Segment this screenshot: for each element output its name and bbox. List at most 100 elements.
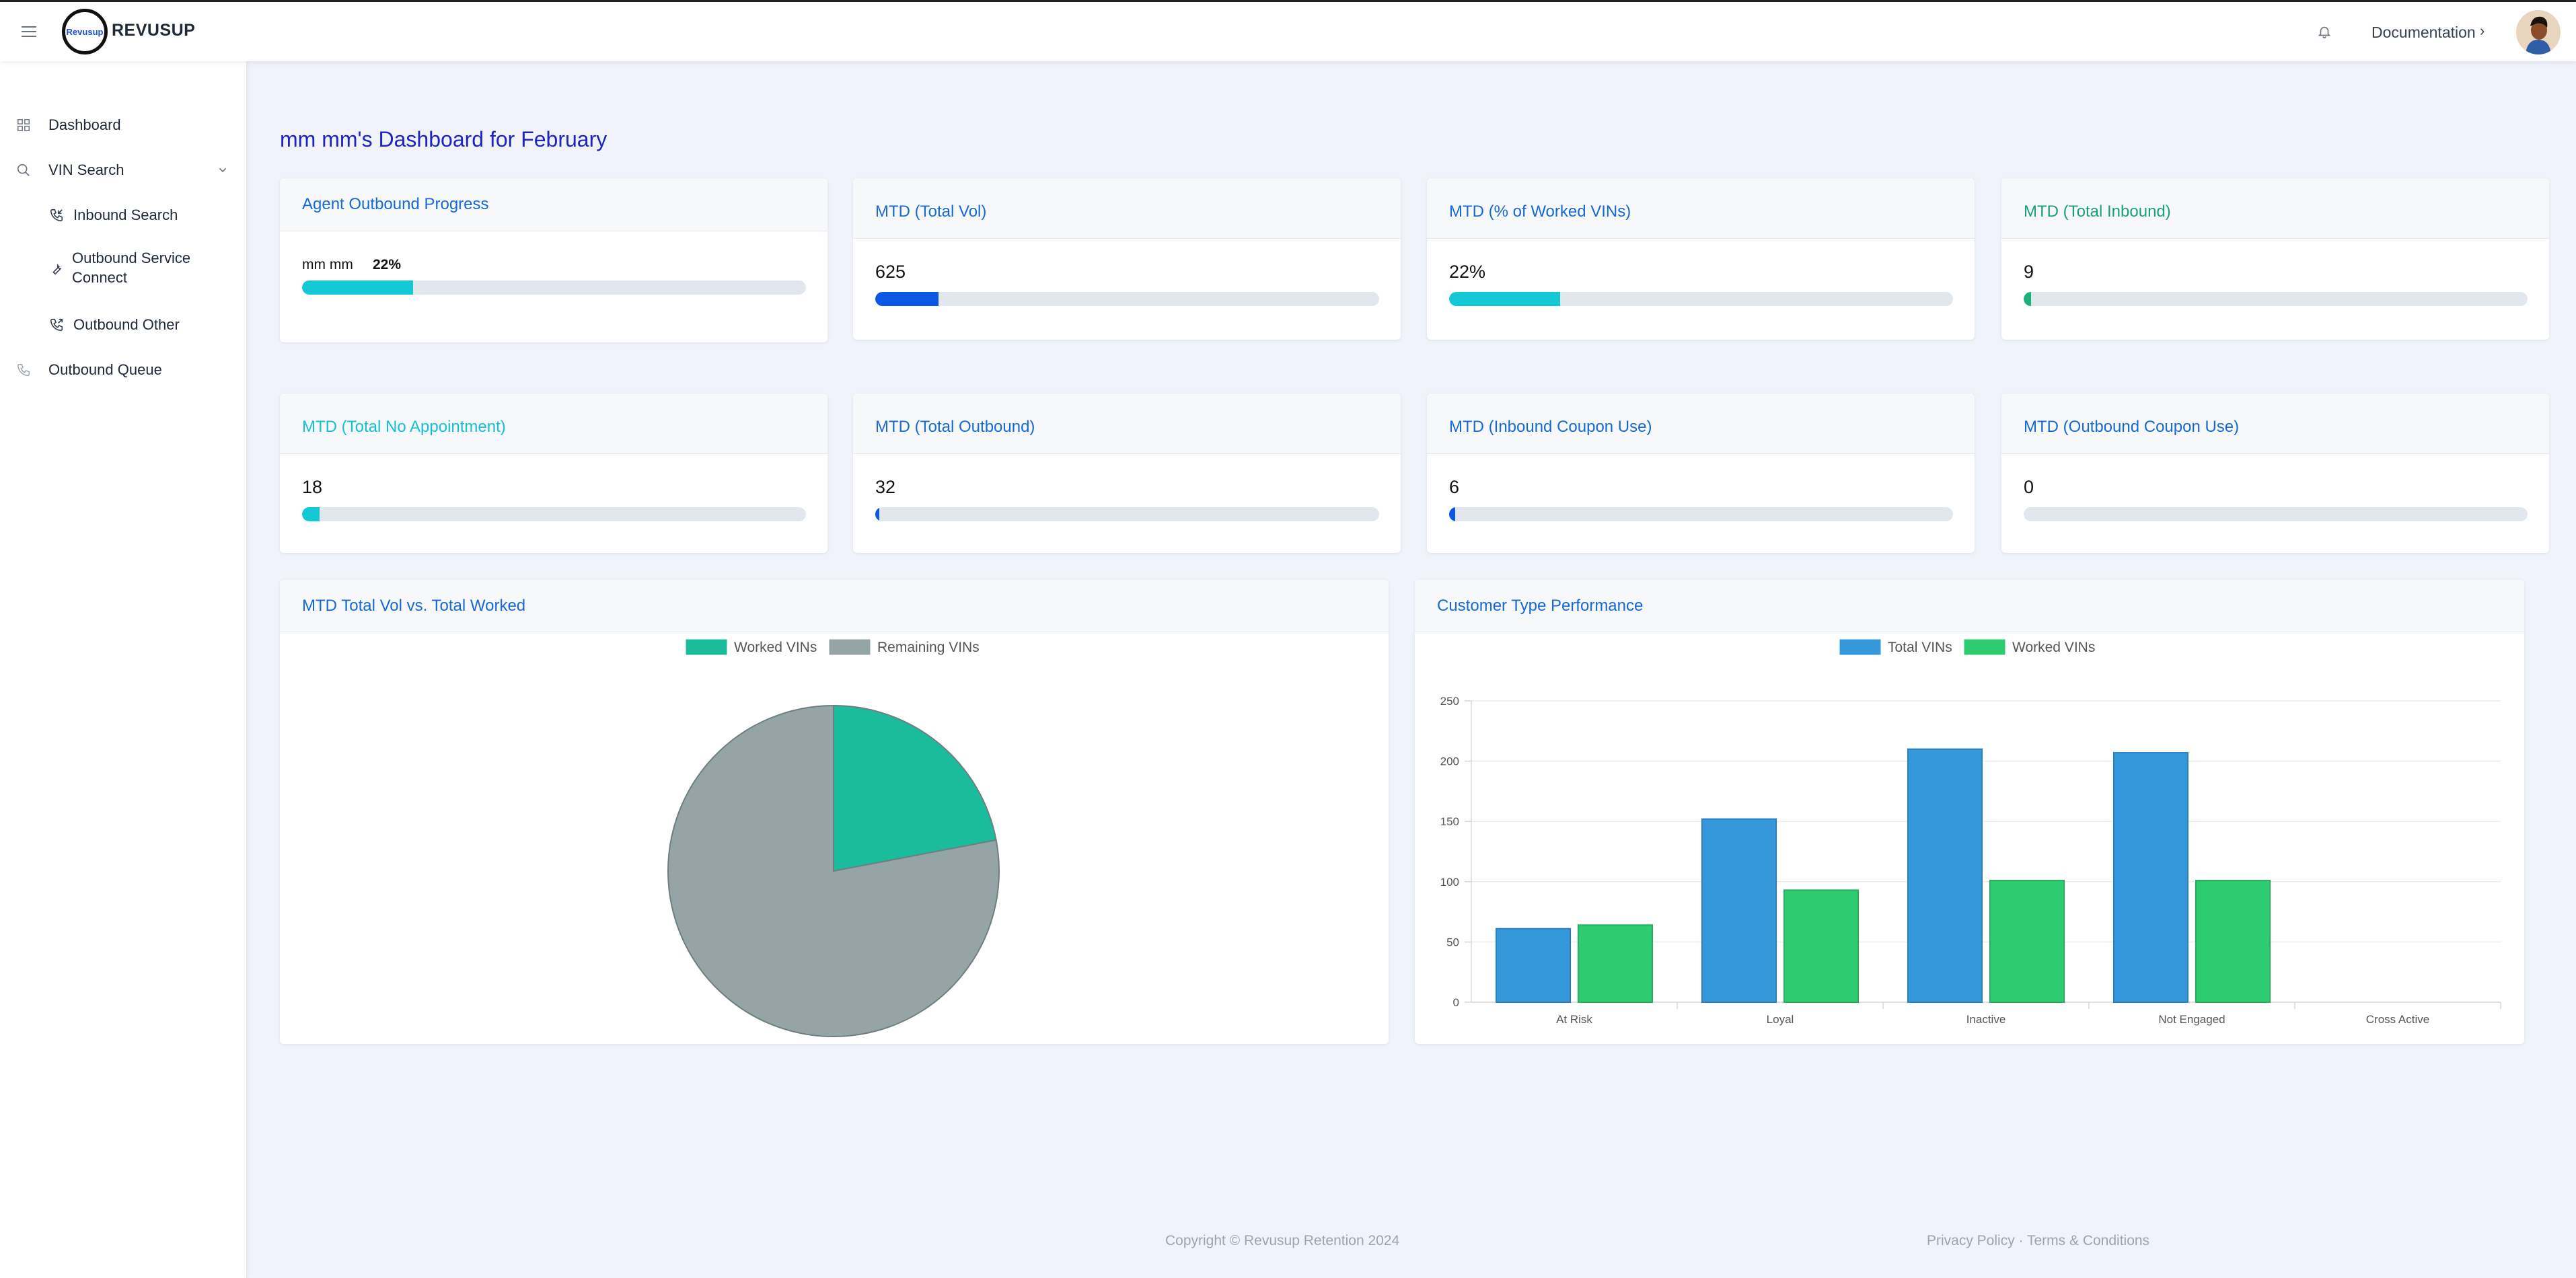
x-tick-label: At Risk — [1556, 1013, 1592, 1026]
stat-progress-bar — [875, 507, 1379, 521]
sidebar-item-dashboard[interactable]: Dashboard — [0, 108, 247, 142]
pie-slice — [833, 704, 997, 872]
bar — [1989, 880, 2065, 1003]
y-tick-label: 0 — [1453, 996, 1459, 1009]
sidebar-item-outbound-queue[interactable]: Outbound Queue — [0, 353, 247, 387]
bar — [2195, 880, 2271, 1003]
page-title: mm mm's Dashboard for February — [280, 127, 608, 151]
sidebar-item-inbound-search[interactable]: Inbound Search — [0, 198, 247, 232]
brand-name[interactable]: REVUSUP — [112, 21, 196, 40]
top-header: Revusup REVUSUP Documentation › — [0, 2, 2576, 61]
card-header: MTD (Total Inbound) — [2001, 178, 2549, 239]
chevron-down-icon[interactable] — [217, 165, 228, 176]
x-tick-label: Loyal — [1767, 1013, 1794, 1026]
sidebar-item-label: Outbound Queue — [48, 361, 162, 378]
legend-swatch — [828, 638, 871, 656]
pie-chart: Worked VINs Remaining VINs — [667, 638, 1000, 1037]
footer-links[interactable]: Privacy Policy · Terms & Conditions — [1927, 1233, 2150, 1248]
stat-card: MTD (Total Outbound) 32 — [853, 393, 1401, 553]
agent-name: mm mm — [302, 257, 353, 272]
x-tick-label: Inactive — [1966, 1013, 2006, 1026]
stat-value: 6 — [1449, 477, 1460, 497]
legend-label: Worked VINs — [734, 640, 817, 655]
bar — [1907, 748, 1983, 1003]
card-title: MTD (Outbound Coupon Use) — [2024, 418, 2240, 436]
bar — [2113, 752, 2188, 1003]
bar — [1701, 818, 1777, 1003]
card-title: Customer Type Performance — [1437, 597, 1644, 615]
card-title: MTD (Total Vol) — [875, 202, 987, 221]
menu-toggle-icon[interactable] — [22, 26, 36, 37]
stat-card: MTD (Total No Appointment) 18 — [280, 393, 827, 553]
legend-label: Total VINs — [1888, 640, 1952, 655]
progress-fill — [2024, 292, 2032, 306]
stat-progress-bar — [2024, 292, 2528, 306]
stat-card: MTD (Total Inbound) 9 — [2001, 178, 2549, 340]
stat-card: MTD (Inbound Coupon Use) 6 — [1427, 393, 1975, 553]
bar — [1783, 889, 1859, 1003]
progress-fill — [1449, 507, 1455, 521]
bar-chart: Total VINs Worked VINs 0 50 100 150 200 250 At R… — [1440, 638, 2501, 1026]
stat-progress-bar — [2024, 507, 2528, 521]
sidebar-item-label: Outbound Service Connect — [72, 250, 191, 286]
notification-bell-icon[interactable] — [2317, 24, 2332, 40]
phone-outgoing-icon — [50, 318, 63, 332]
y-tick-label: 200 — [1440, 755, 1459, 768]
card-title: MTD (% of Worked VINs) — [1449, 202, 1631, 221]
sidebar-item-outbound-service-connect[interactable]: Outbound Service Connect — [0, 243, 247, 297]
card-title: MTD (Total Inbound) — [2024, 202, 2171, 221]
grid-icon — [17, 119, 30, 131]
progress-fill — [875, 292, 939, 306]
stat-progress-bar — [1449, 292, 1953, 306]
phone-incoming-icon — [50, 209, 63, 222]
footer-copyright: Copyright © Revusup Retention 2024 — [1165, 1233, 1400, 1248]
card-title: MTD (Inbound Coupon Use) — [1449, 418, 1652, 436]
progress-fill — [875, 507, 879, 521]
sidebar-item-outbound-other[interactable]: Outbound Other — [0, 308, 247, 342]
legend-swatch — [1839, 638, 1882, 656]
pie-slice — [667, 704, 1000, 1037]
stat-value: 0 — [2024, 477, 2034, 497]
progress-fill — [302, 280, 413, 295]
phone-icon — [17, 364, 30, 376]
card-title: Agent Outbound Progress — [302, 195, 489, 213]
user-avatar[interactable] — [2516, 10, 2561, 54]
brand-logo[interactable]: Revusup — [62, 9, 108, 54]
logo-text: Revusup — [66, 26, 104, 37]
legend-label: Worked VINs — [2012, 640, 2095, 655]
agent-outbound-progress-card: Agent Outbound Progress mm mm 22% — [280, 178, 827, 342]
card-title: MTD (Total Outbound) — [875, 418, 1035, 436]
bar — [1496, 928, 1571, 1003]
documentation-link[interactable]: Documentation — [2371, 24, 2476, 41]
stat-card: MTD (% of Worked VINs) 22% — [1427, 178, 1975, 340]
x-tick-label: Cross Active — [2366, 1013, 2429, 1026]
y-tick-label: 100 — [1440, 876, 1459, 889]
sidebar-item-label: VIN Search — [48, 161, 124, 178]
sidebar: Dashboard VIN Search Inbound Search Outb… — [0, 61, 247, 1278]
stat-progress-bar — [875, 292, 1379, 306]
legend-label: Remaining VINs — [877, 640, 980, 655]
card-header: MTD (Total Vol) — [853, 178, 1401, 239]
customer-type-performance-card: Customer Type Performance Total VINs Work… — [1415, 580, 2524, 1044]
stat-value: 9 — [2024, 262, 2034, 282]
sidebar-item-label: Dashboard — [48, 116, 121, 133]
chevron-right-icon: › — [2480, 22, 2485, 39]
progress-fill — [302, 507, 320, 521]
stat-progress-bar — [302, 507, 806, 521]
progress-fill — [1449, 292, 1560, 306]
agent-percent: 22% — [373, 257, 402, 272]
sidebar-item-label: Inbound Search — [73, 206, 178, 223]
card-header: MTD (Outbound Coupon Use) — [2001, 393, 2549, 454]
sidebar-item-label: Outbound Other — [73, 316, 180, 333]
wrench-icon — [52, 264, 62, 275]
legend-swatch — [1963, 638, 2006, 656]
card-header: MTD Total Vol vs. Total Worked — [280, 580, 1389, 632]
y-tick-label: 250 — [1440, 695, 1459, 708]
card-title: MTD Total Vol vs. Total Worked — [302, 597, 526, 615]
sidebar-item-vin-search[interactable]: VIN Search — [0, 153, 247, 187]
x-tick-label: Not Engaged — [2158, 1013, 2225, 1026]
search-icon — [17, 163, 30, 176]
card-header: Agent Outbound Progress — [280, 178, 827, 231]
stat-value: 18 — [302, 477, 323, 497]
card-header: MTD (% of Worked VINs) — [1427, 178, 1975, 239]
